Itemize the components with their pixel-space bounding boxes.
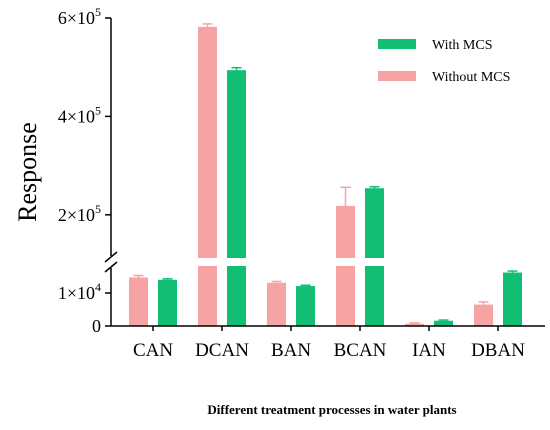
bar-without-mcs-can xyxy=(129,277,148,326)
bar-with-mcs-bcan-lower xyxy=(365,266,384,326)
y-tick-label-0: 0 xyxy=(92,316,101,336)
bar-without-mcs-ian xyxy=(405,323,424,326)
bar-with-mcs-can xyxy=(158,279,177,326)
error-bar-without-mcs-ian xyxy=(409,322,420,324)
bar-without-mcs-dcan-lower xyxy=(198,266,217,326)
legend-swatch-without-mcs xyxy=(378,71,416,81)
bars-layer xyxy=(129,26,522,326)
error-bar-with-mcs-can xyxy=(162,278,173,280)
error-bar-without-mcs-dcan xyxy=(202,23,213,27)
axis-break-mark-lower xyxy=(104,261,118,273)
bar-with-mcs-ban xyxy=(296,286,315,326)
error-bar-without-mcs-can xyxy=(133,274,144,278)
bar-without-mcs-bcan-lower xyxy=(336,266,355,326)
y-tick-label-200000: 2×105 xyxy=(58,202,101,225)
bar-without-mcs-dban xyxy=(474,304,493,326)
error-bars-layer xyxy=(133,23,518,324)
error-bar-with-mcs-ian xyxy=(438,319,449,321)
axis-layer: CAN DCAN BAN BCAN IAN DBAN 0 1×104 2×105 4×105 6×1… xyxy=(58,5,545,361)
bar-without-mcs-dcan xyxy=(198,26,217,258)
error-bar-with-mcs-dcan xyxy=(231,66,242,71)
bar-with-mcs-dcan xyxy=(227,70,246,258)
y-tick-label-10000: 1×104 xyxy=(58,280,101,303)
x-tick-label-bcan: BCAN xyxy=(334,340,387,361)
y-tick-label-400000: 4×105 xyxy=(58,103,101,126)
bar-without-mcs-ban xyxy=(267,282,286,326)
error-bar-without-mcs-dban xyxy=(478,301,489,305)
x-tick-label-ian: IAN xyxy=(412,340,446,361)
legend: With MCS Without MCS xyxy=(378,38,510,85)
bar-with-mcs-dban xyxy=(503,272,522,326)
bar-with-mcs-ian xyxy=(434,320,453,326)
error-bar-with-mcs-bcan xyxy=(369,186,380,189)
error-bar-without-mcs-bcan xyxy=(340,186,351,206)
x-axis-label: Different treatment processes in water p… xyxy=(207,402,456,417)
legend-label-with-mcs: With MCS xyxy=(432,38,493,53)
bar-with-mcs-bcan xyxy=(365,188,384,258)
x-tick-label-can: CAN xyxy=(133,340,173,361)
error-bar-with-mcs-dban xyxy=(507,270,518,273)
x-tick-label-ban: BAN xyxy=(271,340,311,361)
x-tick-label-dban: DBAN xyxy=(471,340,525,361)
bar-with-mcs-dcan-lower xyxy=(227,266,246,326)
axis-break-mark-upper xyxy=(104,251,118,263)
y-tick-label-600000: 6×105 xyxy=(58,5,101,28)
bar-without-mcs-bcan xyxy=(336,205,355,258)
y-axis-label: Response xyxy=(13,122,42,222)
legend-swatch-with-mcs xyxy=(378,39,416,49)
x-tick-label-dcan: DCAN xyxy=(195,340,249,361)
error-bar-without-mcs-ban xyxy=(271,280,282,283)
error-bar-with-mcs-ban xyxy=(300,284,311,287)
legend-label-without-mcs: Without MCS xyxy=(432,70,510,85)
